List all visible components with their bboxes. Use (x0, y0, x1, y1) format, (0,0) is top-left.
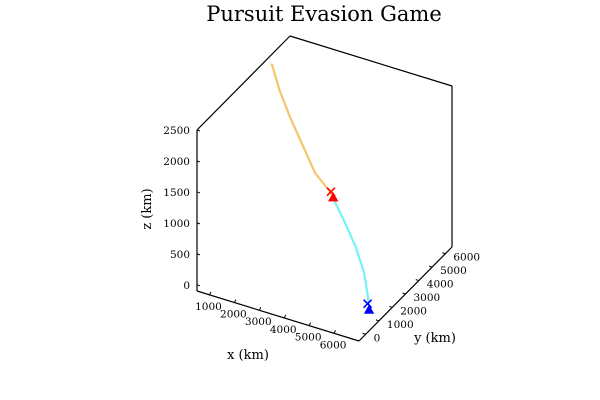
x-axis-label: x (km) (227, 348, 269, 363)
chart-title: Pursuit Evasion Game (206, 2, 442, 26)
z-tick-label: 0 (183, 280, 190, 292)
y-tick-mark (362, 332, 366, 335)
y-tick-mark (442, 252, 446, 255)
x-tick-mark (233, 299, 237, 303)
x-tick-mark (209, 291, 212, 296)
y-tick-mark (389, 305, 393, 308)
axes-box (196, 35, 453, 342)
x-tick-mark (333, 330, 337, 334)
x-tick-label: 2000 (220, 309, 247, 321)
axis-box-edge (196, 35, 291, 131)
y-tick-label: 6000 (453, 252, 480, 264)
series-lines (270, 63, 371, 310)
y-tick-mark (415, 279, 419, 282)
x-tick-label: 1000 (195, 301, 222, 313)
x-marker (363, 299, 373, 309)
x-tick-label: 4000 (270, 324, 297, 336)
triangle-marker (328, 192, 339, 202)
x-tick-mark (258, 307, 262, 311)
axis-box-edge (289, 35, 453, 87)
y-tick-label: 4000 (427, 279, 454, 291)
y-tick-label: 3000 (414, 292, 441, 304)
x-tick-mark (308, 322, 312, 326)
z-tick-label: 1000 (163, 218, 190, 230)
triangle-marker (363, 304, 375, 314)
y-tick-mark (402, 292, 406, 295)
y-tick-label: 0 (374, 332, 381, 344)
z-tick-label: 2000 (163, 156, 190, 168)
z-tick-label: 1500 (163, 187, 190, 199)
y-tick-label: 1000 (387, 319, 414, 331)
trajectory-line (270, 63, 334, 197)
y-tick-mark (428, 265, 433, 268)
y-tick-mark (375, 319, 380, 322)
z-tick-mark (196, 129, 201, 132)
z-tick-mark (196, 191, 201, 194)
y-tick-label: 2000 (400, 305, 427, 317)
y-axis-label: y (km) (413, 331, 456, 346)
markers (326, 187, 375, 314)
trajectory-line (331, 194, 371, 310)
z-tick-label: 2500 (163, 125, 190, 137)
x-tick-label: 6000 (320, 339, 347, 351)
z-axis-label: z (km) (140, 188, 155, 229)
axis-ticks: 1000200030004000500060000100020003000400… (163, 125, 480, 351)
y-tick-label: 5000 (440, 265, 467, 277)
x-tick-label: 3000 (245, 316, 272, 328)
axis-box-edge (196, 290, 360, 342)
z-tick-mark (196, 160, 201, 163)
z-tick-mark (196, 284, 201, 287)
z-tick-mark (196, 253, 201, 256)
x-tick-mark (283, 314, 287, 319)
z-tick-label: 500 (170, 249, 190, 261)
z-tick-mark (196, 222, 201, 225)
x-tick-label: 5000 (295, 332, 322, 344)
